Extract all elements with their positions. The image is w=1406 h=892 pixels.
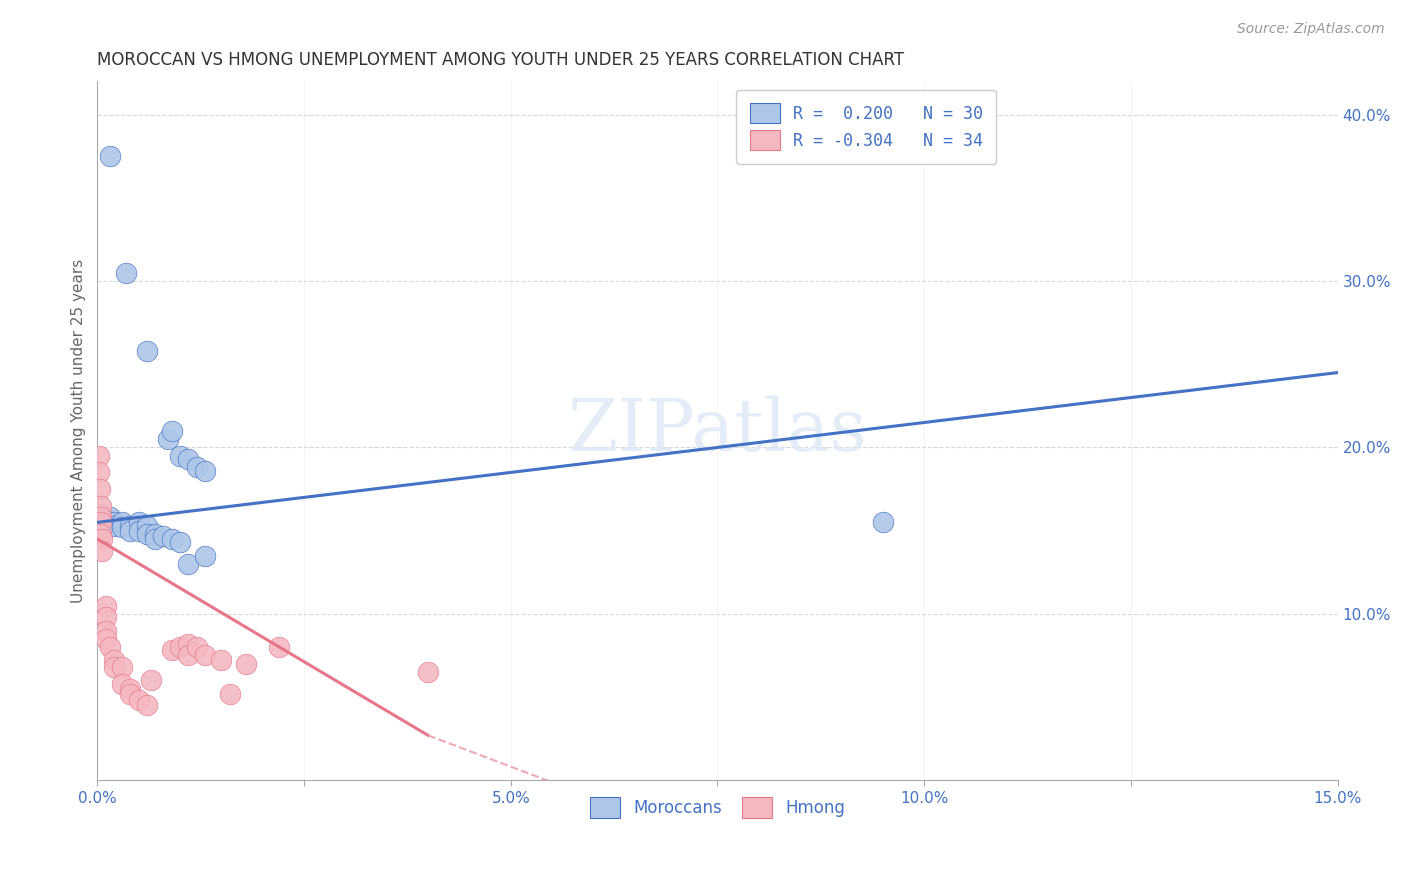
Point (416, 665, 439, 680)
Point (156, 432, 179, 446)
Point (103, 653, 125, 667)
Point (209, 653, 232, 667)
Point (90, 527, 112, 541)
Point (152, 529, 174, 543)
Text: Source: ZipAtlas.com: Source: ZipAtlas.com (1237, 22, 1385, 37)
Point (120, 518, 142, 533)
Point (177, 557, 200, 571)
Point (120, 524, 142, 538)
Point (98, 149, 121, 163)
Point (160, 424, 183, 438)
Point (872, 516, 894, 530)
Legend: Moroccans, Hmong: Moroccans, Hmong (583, 790, 852, 824)
Point (194, 464, 217, 478)
Point (120, 687, 142, 701)
Point (111, 516, 134, 530)
Point (94, 599, 117, 613)
Point (194, 648, 217, 663)
Text: ZIPatlas: ZIPatlas (568, 395, 868, 467)
Point (90, 507, 112, 521)
Point (143, 532, 166, 546)
Point (136, 343, 159, 358)
Point (177, 452, 200, 467)
Point (177, 648, 200, 663)
Point (160, 643, 183, 657)
Point (103, 660, 125, 674)
Point (111, 677, 134, 691)
Point (115, 266, 138, 280)
Y-axis label: Unemployment Among Youth under 25 years: Unemployment Among Youth under 25 years (72, 259, 86, 603)
Point (235, 657, 257, 671)
Point (169, 449, 191, 463)
Point (94, 632, 117, 646)
Point (111, 660, 134, 674)
Point (169, 535, 191, 549)
Point (94, 624, 117, 638)
Point (143, 527, 166, 541)
Point (128, 693, 150, 707)
Point (139, 673, 162, 688)
Text: MOROCCAN VS HMONG UNEMPLOYMENT AMONG YOUTH UNDER 25 YEARS CORRELATION CHART: MOROCCAN VS HMONG UNEMPLOYMENT AMONG YOU… (97, 51, 904, 69)
Point (103, 516, 125, 530)
Point (186, 460, 208, 475)
Point (269, 640, 291, 655)
Point (98, 640, 121, 655)
Point (169, 640, 191, 655)
Point (98, 510, 121, 524)
Point (120, 681, 142, 696)
Point (91, 532, 114, 546)
Point (89, 482, 111, 496)
Point (94, 610, 117, 624)
Point (218, 687, 240, 701)
Point (186, 640, 208, 655)
Point (90, 499, 112, 513)
Point (87, 449, 110, 463)
Point (194, 549, 217, 563)
Point (136, 518, 159, 533)
Point (128, 516, 150, 530)
Point (136, 527, 159, 541)
Point (111, 520, 134, 534)
Point (90, 516, 112, 530)
Point (90, 510, 112, 524)
Point (87, 466, 110, 480)
Point (94, 516, 117, 530)
Point (91, 543, 114, 558)
Point (128, 524, 150, 538)
Point (136, 698, 159, 713)
Point (177, 637, 200, 651)
Point (160, 532, 183, 546)
Point (103, 518, 125, 533)
